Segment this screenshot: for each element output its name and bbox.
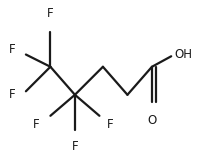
Text: F: F xyxy=(72,140,78,153)
Text: O: O xyxy=(147,114,157,127)
Text: F: F xyxy=(9,88,15,101)
Text: OH: OH xyxy=(175,48,193,61)
Text: F: F xyxy=(107,118,113,131)
Text: F: F xyxy=(9,43,15,56)
Text: F: F xyxy=(47,6,54,19)
Text: F: F xyxy=(33,118,40,131)
